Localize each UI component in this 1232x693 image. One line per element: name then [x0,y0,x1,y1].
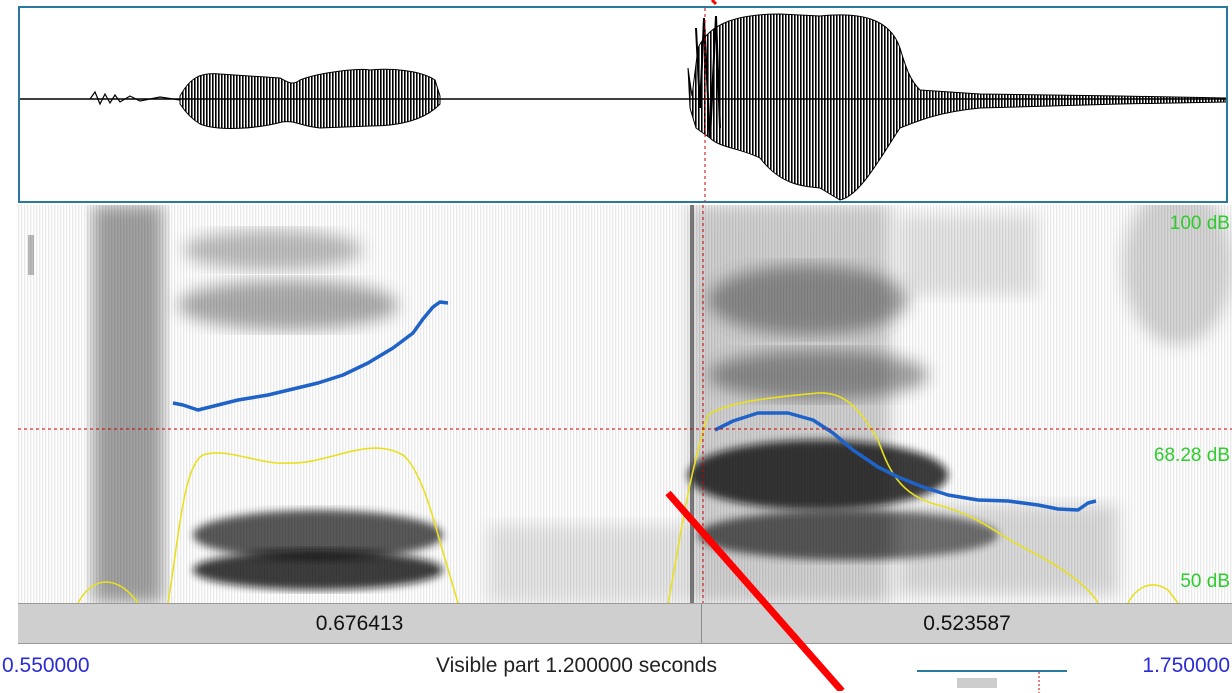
spectrogram-plot [18,205,1232,603]
visible-start-time[interactable]: 0.550000 [2,654,90,677]
pitch-contour-left [172,300,449,412]
visible-part-duration[interactable]: Visible part 1.200000 seconds [436,654,717,677]
red-annotation-mark-top [710,0,718,6]
visible-end-time[interactable]: 1.750000 [1142,654,1230,677]
spectrogram-panel[interactable]: 100 dB 68.28 dB 50 dB [18,205,1232,603]
waveform-panel[interactable] [18,6,1228,203]
time-row: 0.550000 Visible part 1.200000 seconds 1… [0,646,1232,691]
red-annotation-line [665,490,845,691]
duration-bar: 0.676413 0.523587 [18,603,1232,644]
waveform-signal [20,13,1226,201]
db-top-label: 100 dB [1169,213,1230,234]
duration-separator [701,604,702,643]
thumbnail-preview [917,670,1067,693]
waveform-plot [20,8,1226,201]
pitch-contour-right [714,411,1097,512]
duration-right-segment[interactable]: 0.523587 [923,612,1011,635]
db-bottom-label: 50 dB [1180,571,1230,592]
db-cursor-label: 68.28 dB [1153,445,1230,466]
intensity-contour [77,392,1179,603]
duration-left-segment[interactable]: 0.676413 [315,612,404,635]
